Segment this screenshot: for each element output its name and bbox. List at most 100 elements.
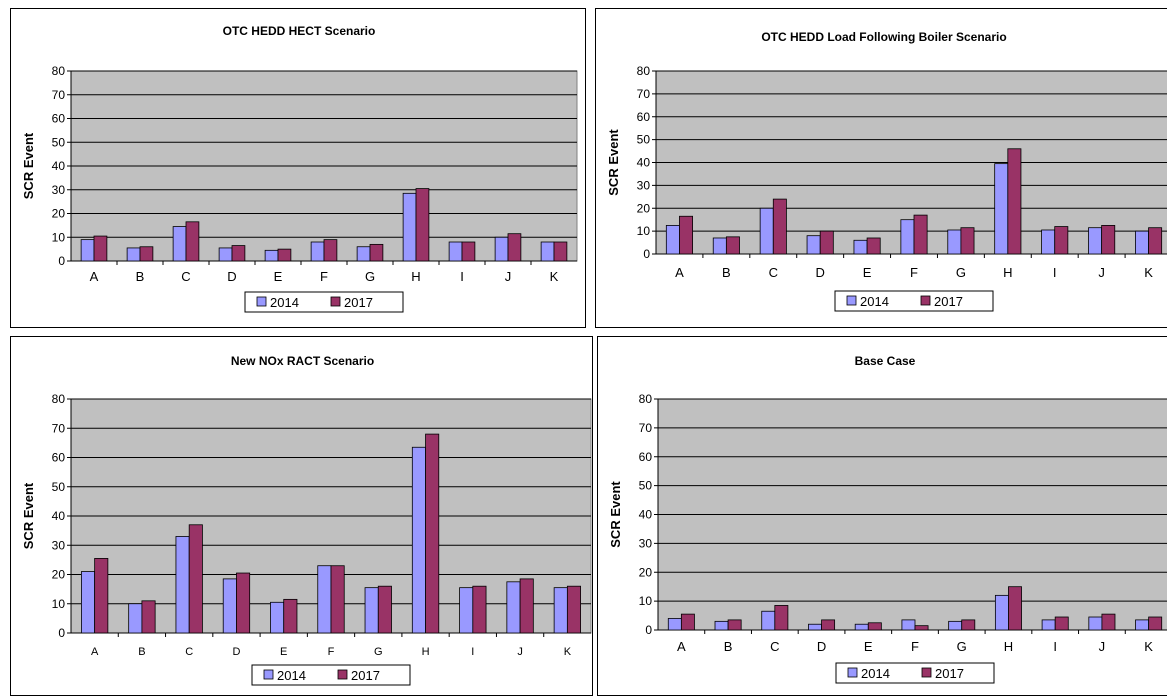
- bar-2014-C: [175, 536, 190, 634]
- bar-2017-J: [519, 578, 534, 634]
- bar-2017-D: [821, 619, 836, 631]
- bar-2014-H: [994, 163, 1009, 255]
- x-tick-label: K: [1144, 639, 1153, 654]
- bar-2017-I: [1054, 616, 1069, 631]
- bar-2017-A: [680, 613, 695, 631]
- y-axis-label: SCR Event: [608, 481, 623, 548]
- x-tick-label: C: [181, 269, 190, 284]
- x-tick-label: H: [411, 269, 420, 284]
- y-tick-label: 20: [637, 201, 651, 215]
- bar-2017-D: [231, 245, 246, 262]
- legend: [244, 291, 404, 313]
- bar-2017-J: [507, 233, 522, 262]
- y-tick-label: 70: [639, 421, 653, 435]
- bar-2017-B: [139, 246, 154, 262]
- x-tick-label: B: [136, 269, 145, 284]
- y-tick-label: 70: [52, 88, 66, 102]
- x-tick-label: F: [328, 646, 335, 658]
- y-tick-label: 30: [639, 536, 653, 550]
- y-tick-label: 80: [52, 64, 66, 78]
- bar-2017-K: [566, 585, 582, 634]
- y-axis-label: SCR Event: [21, 482, 36, 549]
- bar-2014-K: [1135, 619, 1150, 631]
- bar-2014-B: [712, 237, 727, 255]
- y-tick-label: 30: [52, 183, 66, 197]
- legend-swatch-2017: [920, 295, 931, 306]
- x-tick-label: D: [227, 269, 236, 284]
- bar-2014-I: [459, 587, 474, 634]
- bar-2017-K: [1148, 616, 1163, 631]
- y-tick-label: 0: [58, 626, 65, 640]
- x-tick-label: B: [722, 265, 731, 280]
- chart-title: New NOx RACT Scenario: [231, 354, 374, 368]
- y-tick-label: 20: [639, 565, 653, 579]
- legend-label-2014: 2014: [860, 294, 889, 309]
- y-tick-label: 10: [52, 597, 66, 611]
- bar-2014-E: [854, 623, 869, 631]
- y-tick-label: 80: [52, 392, 66, 406]
- y-tick-label: 60: [637, 110, 651, 124]
- x-tick-label: A: [675, 265, 684, 280]
- bar-2017-C: [188, 524, 203, 634]
- bar-2017-J: [1101, 225, 1116, 255]
- x-tick-label: D: [817, 639, 826, 654]
- legend-swatch-2014: [263, 669, 274, 680]
- y-tick-label: 60: [639, 450, 653, 464]
- x-tick-label: E: [280, 646, 287, 658]
- bar-2017-F: [323, 239, 338, 262]
- chart-panel-nox-ract: New NOx RACT Scenario 0 10 20 30 40 50 60 70 80 SC…: [10, 336, 593, 696]
- bar-2014-B: [126, 247, 141, 262]
- bar-2017-C: [772, 198, 787, 255]
- bar-2014-G: [356, 246, 371, 262]
- legend-label-2014: 2014: [270, 295, 299, 310]
- y-tick-label: 40: [52, 509, 66, 523]
- bar-2014-H: [411, 446, 426, 634]
- legend-swatch-2017: [337, 669, 348, 680]
- legend: [251, 664, 411, 686]
- bar-2017-A: [94, 558, 109, 634]
- bar-2014-G: [948, 620, 963, 631]
- bar-2017-G: [961, 619, 976, 631]
- bar-2017-D: [236, 572, 251, 634]
- bar-2014-D: [808, 623, 822, 631]
- bar-2017-H: [1008, 586, 1022, 631]
- bar-2014-C: [761, 610, 776, 631]
- x-tick-label: I: [1053, 265, 1057, 280]
- legend-label-2017: 2017: [344, 295, 373, 310]
- chart-title: OTC HEDD HECT Scenario: [223, 24, 376, 38]
- y-tick-label: 80: [639, 392, 653, 406]
- y-tick-label: 40: [637, 156, 651, 170]
- y-axis-label: SCR Event: [606, 129, 621, 196]
- y-tick-label: 50: [52, 135, 66, 149]
- bar-2014-D: [218, 247, 233, 262]
- x-tick-label: F: [911, 639, 919, 654]
- bar-2014-C: [172, 226, 187, 262]
- x-tick-label: H: [1004, 639, 1013, 654]
- x-tick-label: J: [1098, 265, 1105, 280]
- chart-svg-hect: OTC HEDD HECT Scenario 0 10 20 30 40 50 60 70 80 S…: [21, 24, 578, 313]
- bar-2017-B: [141, 600, 156, 634]
- y-tick-label: 60: [52, 451, 66, 465]
- legend: [834, 290, 994, 312]
- bar-2017-G: [377, 585, 392, 634]
- legend-label-2017: 2017: [935, 666, 964, 681]
- y-tick-label: 0: [58, 254, 65, 268]
- chart-panel-hect: OTC HEDD HECT Scenario 0 10 20 30 40 50 60 70 80 S…: [10, 8, 586, 328]
- bar-2014-E: [853, 239, 868, 255]
- bar-2017-E: [283, 598, 298, 634]
- y-tick-label: 10: [639, 594, 653, 608]
- bar-2017-D: [819, 230, 834, 255]
- bar-2014-F: [901, 619, 916, 631]
- y-tick-label: 40: [639, 508, 653, 522]
- x-tick-label: J: [505, 269, 512, 284]
- chart-panel-base-case: Base Case 0 10 20 30 40 50 60 70 80 SCR Event A B C D E…: [597, 336, 1167, 696]
- x-tick-label: F: [910, 265, 918, 280]
- x-tick-label: A: [90, 269, 99, 284]
- bar-2017-H: [415, 188, 430, 262]
- bar-2014-K: [1135, 230, 1149, 255]
- x-tick-label: K: [550, 269, 559, 284]
- x-tick-label: A: [677, 639, 686, 654]
- x-tick-label: B: [138, 646, 145, 658]
- x-tick-label: C: [770, 639, 779, 654]
- x-tick-label: I: [1053, 639, 1057, 654]
